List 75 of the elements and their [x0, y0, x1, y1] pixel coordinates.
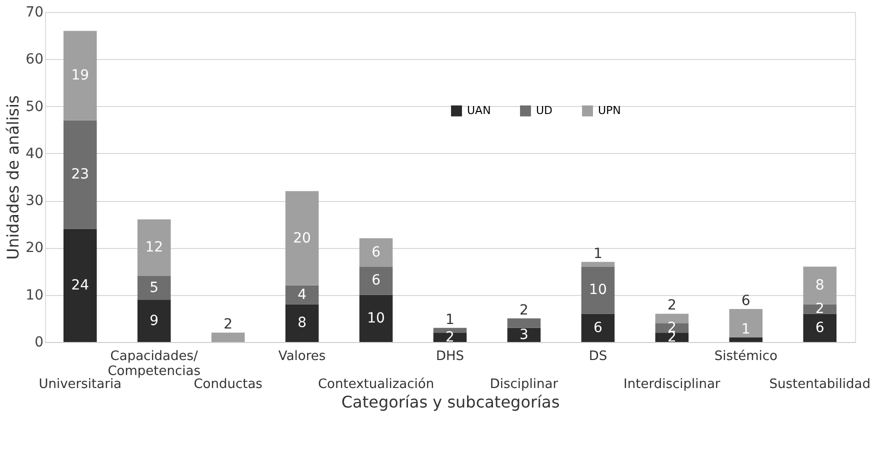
data-label: 2 [224, 316, 233, 333]
y-axis-title: Unidades de análisis [4, 95, 23, 260]
data-label: 6 [593, 320, 602, 336]
bar [803, 266, 837, 304]
x-tick-label: Contextualización [318, 377, 434, 392]
y-tick-label: 70 [26, 4, 44, 20]
bar [581, 262, 615, 267]
data-label: 19 [71, 68, 90, 84]
x-tick-label: Interdisciplinar [624, 377, 721, 392]
data-label: 20 [293, 230, 311, 246]
data-label: 2 [446, 329, 454, 346]
legend-label: UD [536, 104, 553, 117]
y-tick-label: 60 [26, 52, 44, 68]
bar [285, 304, 319, 342]
x-tick-label: Conductas [194, 377, 263, 392]
x-tick-label: Valores [278, 349, 326, 364]
data-label: 6 [815, 320, 824, 336]
bar [655, 314, 689, 324]
bar [63, 120, 97, 229]
x-tick-label: Sistémico [714, 349, 778, 364]
x-axis-title: Categorías y subcategorías [341, 392, 560, 412]
y-tick-label: 10 [26, 287, 44, 304]
data-label: 9 [150, 312, 159, 329]
data-label: 2 [667, 298, 676, 314]
data-label: 10 [367, 310, 385, 326]
bar [359, 294, 393, 342]
bar [655, 332, 689, 342]
data-label: 10 [589, 282, 607, 298]
data-label: 6 [372, 244, 381, 260]
bar [137, 276, 171, 300]
data-label: 23 [71, 166, 90, 183]
bar [433, 332, 467, 342]
x-tick-label: DHS [436, 349, 464, 364]
data-label: 4 [298, 286, 307, 303]
x-tick-label: DS [588, 349, 608, 364]
data-label: 2 [815, 301, 824, 317]
x-tick-label: Sustentabilidad [769, 377, 870, 392]
x-tick-label: Capacidades/ Competencias [108, 349, 201, 379]
legend-label: UPN [598, 104, 621, 117]
data-label: 1 [446, 312, 454, 328]
bar [803, 314, 837, 342]
bar [285, 285, 319, 304]
bar [211, 332, 245, 342]
bar [285, 191, 319, 286]
legend-label: UAN [467, 104, 491, 117]
y-tick-label: 30 [26, 193, 44, 210]
data-label: 6 [741, 293, 750, 309]
bar [63, 30, 97, 120]
bar [507, 318, 541, 328]
bar [655, 323, 689, 333]
data-label: 12 [145, 240, 164, 256]
bar [137, 300, 171, 342]
bar [137, 219, 171, 276]
y-tick-label: 40 [26, 146, 44, 162]
data-label: 24 [71, 277, 90, 294]
y-tick-label: 20 [26, 240, 44, 256]
data-label: 1 [593, 246, 602, 262]
bar [729, 337, 763, 342]
bar [63, 228, 97, 342]
y-tick-label: 50 [26, 98, 44, 115]
data-label: 5 [150, 280, 159, 296]
x-tick-label: Universitaria [38, 377, 122, 392]
bar [359, 238, 393, 267]
data-label: 1 [741, 321, 750, 338]
data-label: 8 [815, 277, 824, 294]
data-label: 6 [372, 272, 381, 289]
bar [729, 309, 763, 338]
bar [581, 314, 615, 342]
bar [359, 266, 393, 295]
y-tick-label: 0 [34, 334, 44, 350]
x-tick-label: Disciplinar [490, 377, 559, 392]
data-label: 8 [298, 315, 307, 332]
data-label: 2 [520, 302, 528, 318]
data-label: 3 [520, 326, 528, 343]
bar [581, 266, 615, 314]
